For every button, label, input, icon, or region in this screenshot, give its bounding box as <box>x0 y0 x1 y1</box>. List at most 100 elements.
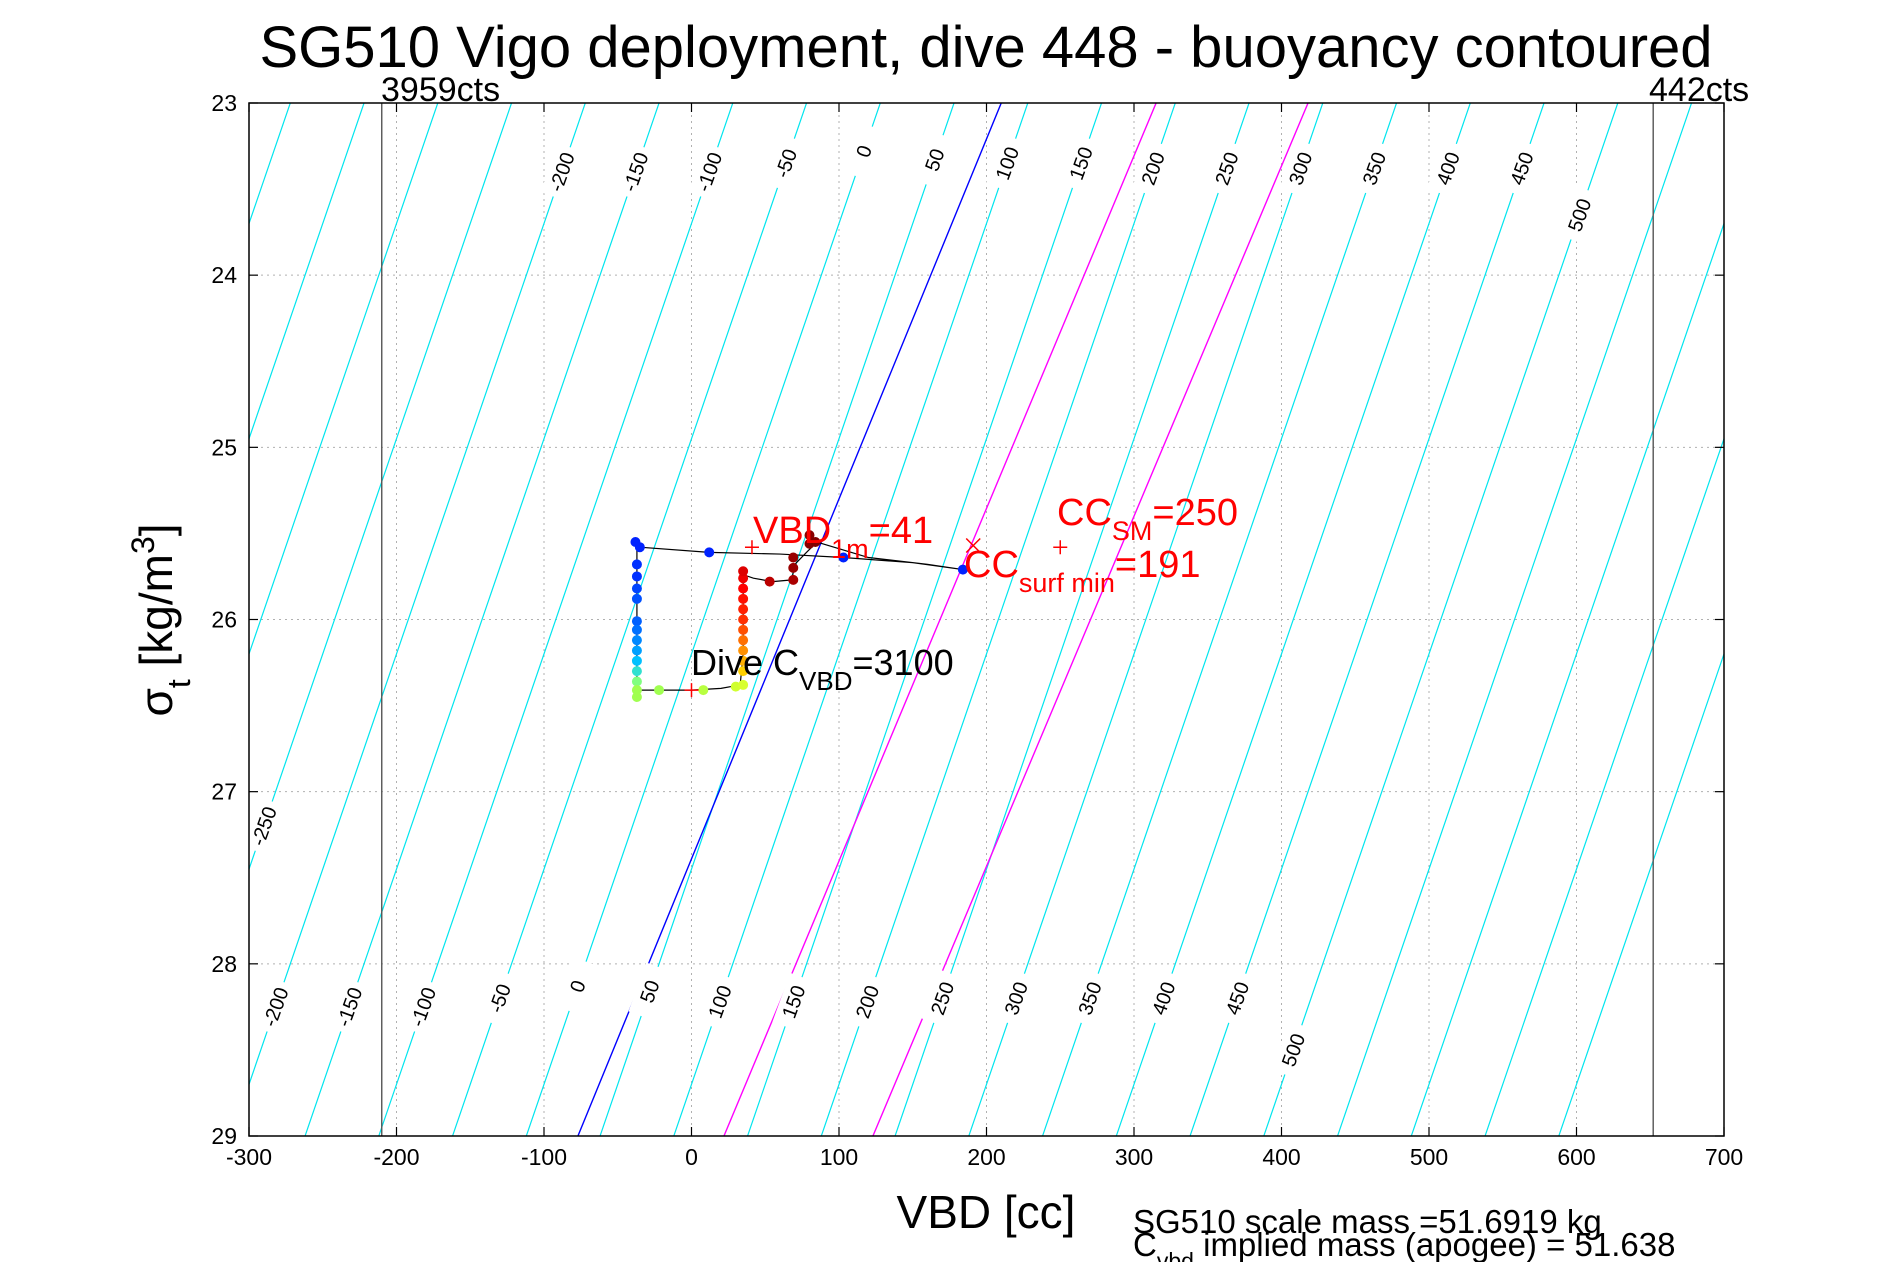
highlight-contour-line <box>723 103 1157 1136</box>
data-point <box>957 564 968 575</box>
x-tick-label: 100 <box>820 1144 858 1170</box>
limit-label-max: 442cts <box>1649 71 1749 109</box>
footer-scale-mass: SG510 scale mass =51.6919 kg <box>1133 1203 1602 1240</box>
annotation-cc-sm: CCSM=250 <box>1057 492 1238 546</box>
contour-line <box>249 103 365 441</box>
y-tick-label: 29 <box>211 1123 237 1149</box>
data-point <box>738 655 749 666</box>
x-tick-label: 400 <box>1262 1144 1300 1170</box>
chart-title: SG510 Vigo deployment, dive 448 - buoyan… <box>259 15 1712 80</box>
limit-label-min: 3959cts <box>381 71 500 109</box>
data-point <box>631 691 642 702</box>
contour-label-bg <box>628 962 671 1021</box>
x-tick-label: 700 <box>1705 1144 1743 1170</box>
contour-label-bg <box>698 972 741 1031</box>
vbd-1m-main: VBD <box>753 510 831 552</box>
y-label-units: [kg/m <box>130 554 182 679</box>
data-point <box>631 635 642 646</box>
data-point <box>738 635 749 646</box>
contour-label-bg <box>556 957 599 1016</box>
data-point <box>631 655 642 666</box>
contour-label-bg <box>614 142 657 201</box>
vbd-1m-sub: 1m <box>831 534 869 564</box>
marker-plus <box>684 683 699 698</box>
contour-label-bg <box>913 130 956 189</box>
data-point <box>631 616 642 627</box>
contour-line <box>1558 652 1724 1136</box>
contour-label: 250 <box>927 979 959 1018</box>
dive-c-value: =3100 <box>853 642 954 683</box>
data-point <box>738 614 749 625</box>
y-axis-label: σt [kg/m3] <box>125 523 197 716</box>
contour-label-bg <box>1059 134 1103 193</box>
dive-markers <box>684 537 1068 698</box>
contour-labels: -250-200 -150 -100 -50 0 50 100 150 200 250 300 350… <box>242 122 1601 1079</box>
data-point <box>788 574 799 585</box>
vbd-1m-value: =41 <box>869 510 933 552</box>
contour-label-bg <box>1500 139 1543 198</box>
contour-label-bg <box>1216 969 1259 1028</box>
contour-line <box>1336 103 1693 1136</box>
contour-label-bg <box>328 977 371 1036</box>
contour-label-bg <box>401 977 445 1036</box>
contour-label-bg <box>540 142 583 201</box>
cc-sm-sub: SM <box>1112 516 1153 546</box>
contour-label-bg <box>994 969 1038 1028</box>
contour-label-bg <box>1142 969 1185 1028</box>
contour-label: 500 <box>1278 1031 1310 1070</box>
cc-sm-value: =250 <box>1152 492 1238 534</box>
x-tick-label: 300 <box>1115 1144 1153 1170</box>
y-tick-label: 23 <box>211 90 237 116</box>
contour-line <box>249 103 439 656</box>
grid-lines <box>249 103 1724 1136</box>
contour-label: 350 <box>1359 149 1391 188</box>
contour-label: 150 <box>778 983 810 1022</box>
data-point <box>738 604 749 615</box>
y-label-close: ] <box>130 523 182 536</box>
data-point <box>738 679 749 690</box>
x-tick-label: 0 <box>685 1144 698 1170</box>
contour-line <box>1263 103 1619 1136</box>
marker-plus <box>1053 540 1068 555</box>
implied-rest: implied mass (apogee) = 51.638 <box>1194 1226 1676 1262</box>
x-axis-ticks: -300 -200 -100 0 100 200 300 400 500 600 700 <box>226 103 1743 1170</box>
y-tick-label: 27 <box>211 779 237 805</box>
data-point <box>738 566 749 577</box>
data-point <box>838 552 849 563</box>
cc-surf-value: =191 <box>1115 544 1201 586</box>
contour-label-bg <box>1272 1021 1315 1079</box>
contour-label: 300 <box>1001 979 1033 1018</box>
contour-line <box>1484 436 1724 1136</box>
data-point <box>738 593 749 604</box>
data-point <box>631 624 642 635</box>
data-point <box>764 576 775 587</box>
y-tick-label: 24 <box>211 262 237 288</box>
x-tick-label: 200 <box>967 1144 1005 1170</box>
annotation-dive-c-vbd: Dive CVBD=3100 <box>691 642 954 696</box>
contour-line <box>0 0 54 1262</box>
dive-c-sub: VBD <box>799 666 852 696</box>
annotation-cc-surf-min: CCsurf min=191 <box>964 544 1201 598</box>
data-point <box>738 666 749 677</box>
data-point <box>631 593 642 604</box>
contour-label: 350 <box>1075 979 1107 1018</box>
contour-label-bg <box>242 797 285 855</box>
contour-line <box>0 0 128 1262</box>
contour-label: 100 <box>992 144 1024 183</box>
data-point <box>631 571 642 582</box>
y-label-sup: 3 <box>125 536 161 554</box>
data-point <box>704 547 715 558</box>
x-tick-label: 500 <box>1410 1144 1448 1170</box>
contour-label-bg <box>1353 139 1396 198</box>
contour-label-bg <box>846 972 889 1031</box>
data-point <box>631 559 642 570</box>
data-point <box>631 666 642 677</box>
y-tick-label: 25 <box>211 434 237 460</box>
data-point <box>738 624 749 635</box>
contour-label-bg <box>986 134 1029 193</box>
y-label-sub: t <box>161 679 197 688</box>
data-point <box>698 685 709 696</box>
implied-main: C <box>1133 1226 1157 1262</box>
y-label-sigma: σ <box>130 688 182 716</box>
cc-surf-main: CC <box>964 544 1019 586</box>
